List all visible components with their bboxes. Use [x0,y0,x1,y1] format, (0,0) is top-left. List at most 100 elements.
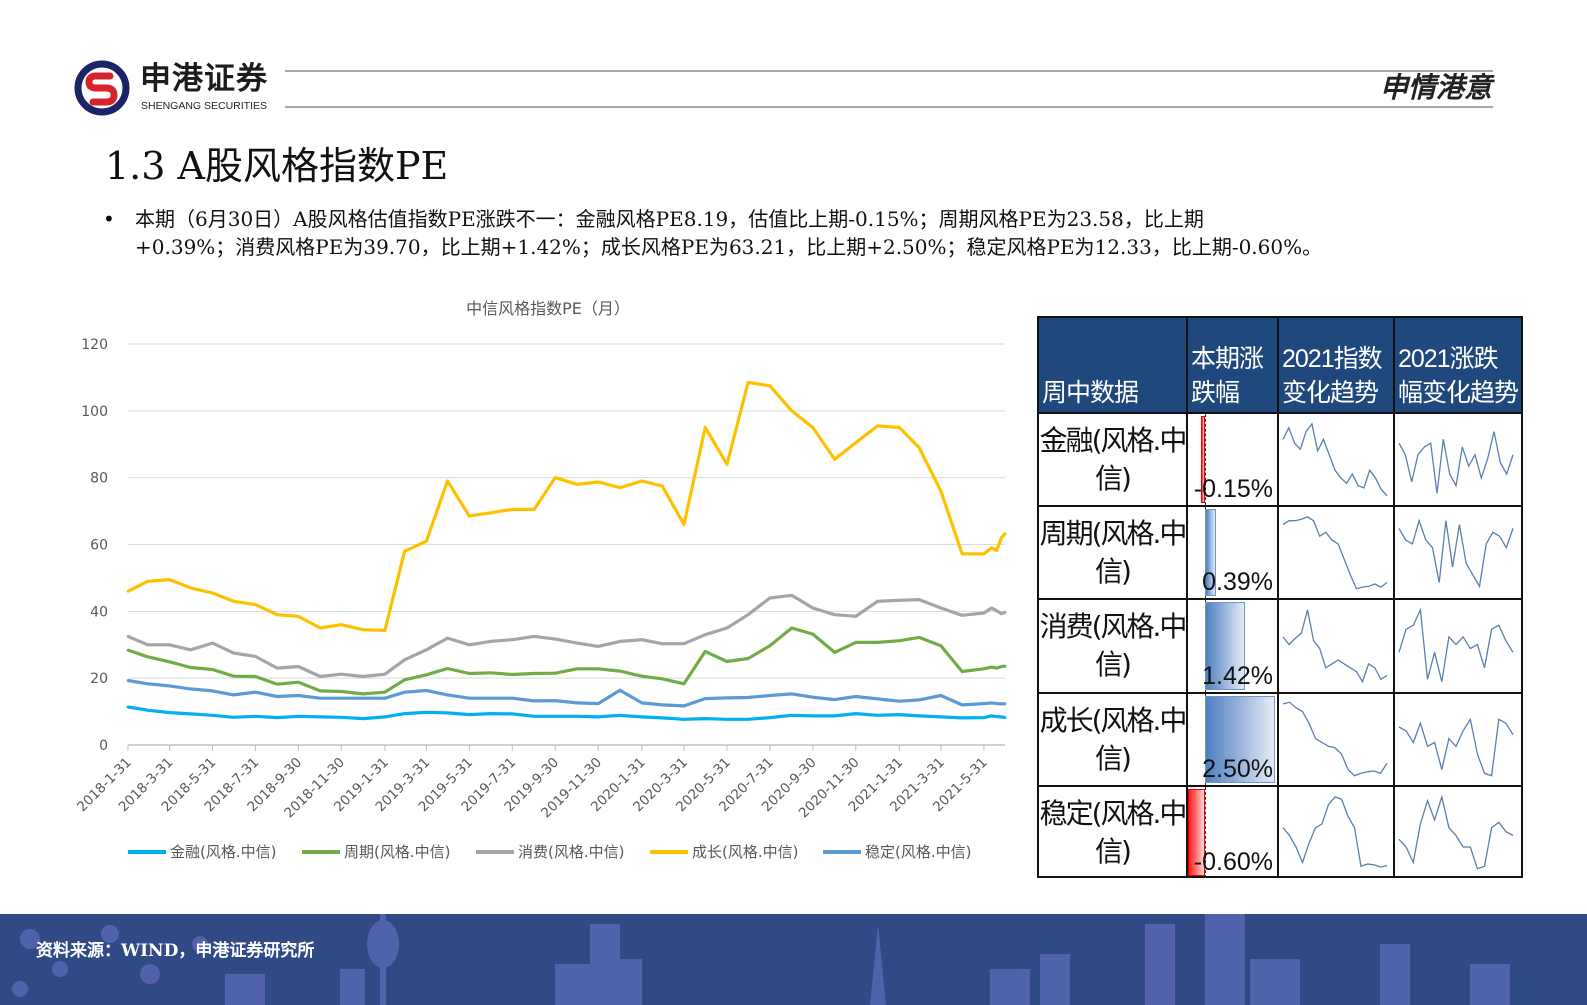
row-label: 金融(风格.中信) [1039,412,1188,506]
data-point [489,511,492,515]
data-point [168,684,171,688]
data-point [318,689,322,693]
data-point [467,672,471,675]
data-point [383,690,387,694]
data-point [403,549,407,553]
row-label: 成长(风格.中信) [1039,691,1188,785]
data-point [339,690,343,693]
legend-swatch [476,850,514,854]
source-note: 资料来源：WIND，申港证券研究所 [36,941,315,961]
data-point [296,614,300,618]
y-tick-label: 40 [90,604,108,620]
sparkline-path [1282,610,1388,684]
change-value: -0.60% [1193,847,1273,876]
data-point [982,552,986,556]
data-point [995,609,998,613]
data-point [339,672,343,676]
data-point [833,457,837,461]
data-point [640,674,644,678]
data-point [960,552,964,556]
data-point [339,696,343,700]
series-line-0 [127,705,1006,721]
data-point [854,712,858,715]
data-point [898,713,901,716]
data-point [960,716,964,720]
data-point [318,626,322,630]
data-point [854,614,858,618]
data-point [939,489,943,493]
header-divider-bottom [285,106,1493,108]
data-point [982,702,986,705]
data-point [995,666,998,670]
change-value: -0.15% [1193,475,1273,504]
data-point [126,589,130,593]
y-tick-label: 0 [99,738,108,754]
data-point [467,696,471,700]
legend-swatch [823,850,861,854]
line-chart: 0204060801001202018-1-312018-3-312018-5-… [74,337,1007,821]
legend-item: 消费(风格.中信) [476,842,624,862]
data-point [253,690,257,694]
change-bar [1200,416,1205,504]
data-point [383,696,387,700]
data-point [960,670,964,673]
data-point [682,682,686,686]
page-title: 1.3 A股风格指数PE [105,144,449,188]
row-label: 消费(风格.中信) [1039,598,1188,692]
series-line-3 [127,380,1007,633]
legend-item: 周期(风格.中信) [302,842,450,862]
change-bar [1205,695,1275,783]
summary-line-2: +0.39%；消费风格PE为39.70，比上期+1.42%；成长风格PE为63.… [135,235,1323,259]
data-point [275,695,279,698]
data-point [811,714,815,718]
change-trend-sparkline [1395,598,1521,691]
data-point [361,675,365,678]
index-trend-sparkline [1279,505,1395,599]
data-point [446,479,449,483]
change-value: 0.39% [1202,568,1273,597]
data-point [982,716,986,719]
data-point [275,613,279,617]
data-point [768,596,772,600]
data-point [917,598,921,602]
data-point [361,696,365,700]
table-header-2: 2021指数变化趋势 [1279,318,1395,412]
header-label: 本期涨跌幅 [1191,345,1264,407]
data-point [833,651,837,654]
data-point [768,716,772,719]
change-cell: -0.60% [1188,784,1279,878]
row-label: 周期(风格.中信) [1039,505,1188,599]
data-point [939,694,943,697]
data-point [275,682,279,686]
data-point [296,694,300,697]
data-point [211,713,214,717]
data-point [532,714,536,718]
data-point [682,717,686,721]
index-trend-sparkline [1279,784,1395,878]
legend-label: 金融(风格.中信) [170,843,277,861]
data-point [596,480,600,484]
data-point [146,708,150,712]
data-point [575,701,579,705]
data-point [618,688,622,692]
summary-line-1: 本期（6月30日）A股风格估值指数PE涨跌不一：金融风格PE8.19，估值比上期… [135,207,1204,231]
data-point [403,690,407,694]
data-point [1000,715,1003,719]
data-point [703,633,707,637]
legend-item: 成长(风格.中信) [650,842,798,862]
data-point [553,476,557,480]
data-point [725,660,729,663]
data-point [1003,610,1007,614]
data-point [703,717,707,721]
sparkline-path [1282,701,1388,777]
data-point [126,679,130,682]
data-point [746,657,750,660]
logo-icon [74,60,130,116]
data-point [833,714,837,718]
data-point [403,678,407,682]
data-point [898,639,901,643]
sparkline-path [1398,518,1514,589]
data-point [596,715,600,719]
data-point [682,704,686,708]
change-trend-sparkline [1395,691,1521,785]
